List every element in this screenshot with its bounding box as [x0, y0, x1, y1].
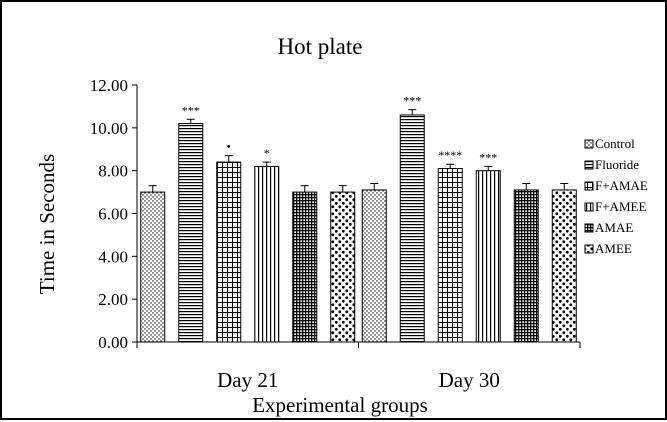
significance-label: ***: [479, 150, 497, 164]
y-tick-label: 8.00: [98, 162, 128, 181]
legend-label: AMEE: [595, 241, 632, 256]
x-tick-label: Day 30: [439, 368, 500, 392]
significance-label: ***: [182, 103, 200, 117]
x-ticks: Day 21 Day 30: [136, 342, 581, 392]
significance-label: •: [227, 140, 231, 154]
legend-swatch: [584, 244, 594, 254]
y-tick-label: 4.00: [98, 247, 128, 266]
legend-label: F+AMAE: [595, 178, 648, 193]
legend-swatch: [584, 223, 594, 233]
significance-label: *: [264, 146, 270, 160]
legend-swatch: [584, 139, 594, 149]
bar: [399, 114, 425, 343]
x-tick-label: Day 21: [217, 368, 278, 392]
legend-swatch: [584, 202, 594, 212]
chart-title: Hot plate: [278, 34, 363, 59]
legend-swatch: [584, 160, 594, 170]
bars: ***• ******** ***: [140, 94, 577, 343]
bar: [551, 189, 577, 343]
legend-swatch: [584, 181, 594, 191]
y-axis-label: Time in Seconds: [35, 154, 59, 294]
bar: [475, 170, 501, 343]
x-axis-label: Experimental groups: [252, 393, 428, 417]
bar: [513, 189, 539, 343]
significance-label: ***: [403, 94, 421, 108]
legend-label: AMAE: [595, 220, 633, 235]
legend-label: Fluoride: [595, 157, 639, 172]
legend: Control Fluoride F+AMAE F+AMEE AMAE AMEE: [584, 136, 648, 256]
bar: [361, 189, 387, 343]
bar: [216, 161, 242, 343]
y-tick-label: 0.00: [98, 333, 128, 352]
bar: [330, 191, 356, 343]
bar: [254, 165, 280, 343]
legend-label: Control: [595, 136, 635, 151]
y-tick-label: 12.00: [90, 76, 128, 95]
bar: [140, 191, 166, 343]
bar: [292, 191, 318, 343]
legend-label: F+AMEE: [595, 199, 646, 214]
significance-label: ****: [438, 148, 462, 162]
y-tick-label: 10.00: [90, 119, 128, 138]
bar: [437, 168, 463, 343]
y-ticks: 0.00 2.00 4.00 6.00 8.00 10.00 12.00: [90, 76, 137, 352]
y-tick-label: 6.00: [98, 205, 128, 224]
bar: [178, 123, 204, 343]
y-tick-label: 2.00: [98, 290, 128, 309]
